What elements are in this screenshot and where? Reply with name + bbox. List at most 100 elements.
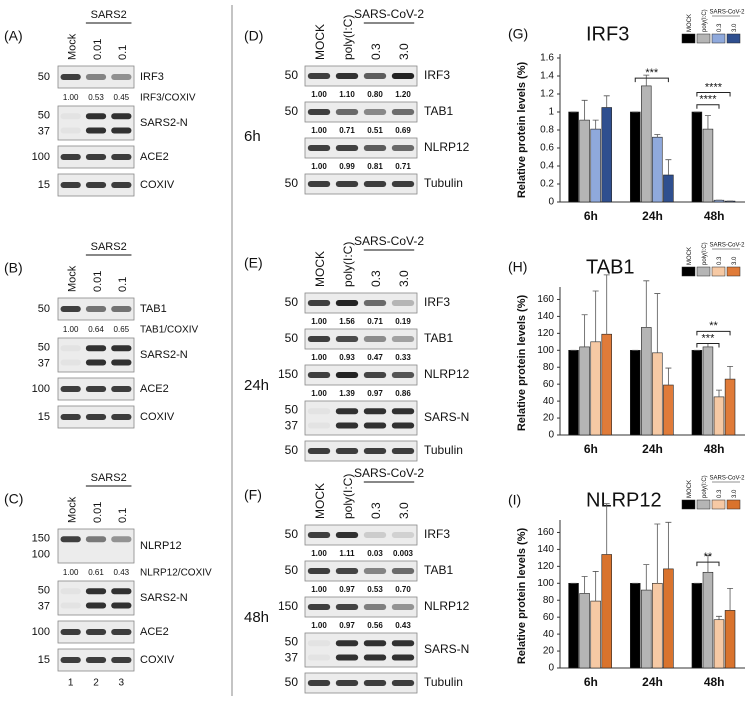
lane-label: 0.01 — [92, 39, 104, 60]
y-tick-label: 20 — [543, 413, 555, 424]
blot-band — [111, 602, 132, 609]
quant-value: 0.97 — [339, 621, 355, 630]
blot-band — [391, 654, 415, 661]
protein-name: TAB1 — [424, 331, 453, 345]
legend-swatch — [711, 33, 726, 44]
size-marker: 50 — [285, 104, 299, 118]
bar — [601, 107, 612, 203]
legend-swatch — [681, 33, 696, 44]
bar — [663, 384, 674, 436]
blot-band — [363, 109, 387, 115]
blot-band — [85, 629, 107, 635]
y-tick-label: 60 — [543, 612, 555, 623]
blot-band — [363, 408, 387, 415]
quant-value: 1.00 — [311, 549, 327, 558]
panel-label: (I) — [508, 492, 521, 508]
y-tick-label: 0 — [548, 663, 554, 674]
blot-strip — [57, 528, 135, 564]
bar — [652, 136, 663, 203]
y-tick-label: 120 — [537, 561, 554, 572]
bar — [641, 327, 652, 436]
blot-strip — [304, 65, 418, 87]
blot-band — [60, 588, 81, 595]
blot-band — [307, 109, 331, 115]
panel-label: (E) — [244, 255, 263, 271]
protein-name: SARS2-N — [140, 592, 188, 604]
significance-label: *** — [645, 67, 659, 79]
blot-band — [363, 73, 387, 79]
blot-strip — [304, 101, 418, 123]
blot-band — [60, 306, 81, 312]
time-label: 24h — [244, 377, 269, 394]
blot-strip — [304, 137, 418, 159]
y-tick-label: 60 — [543, 379, 555, 390]
blot-strip — [304, 400, 418, 436]
bar — [590, 600, 601, 669]
size-marker: 15 — [38, 179, 50, 191]
protein-name: Tubulin — [424, 443, 463, 457]
x-tick-label: 6h — [584, 442, 598, 456]
blot-band — [60, 414, 81, 420]
error-bar — [592, 571, 599, 602]
blot-band — [391, 604, 415, 610]
bar — [641, 85, 652, 203]
blot-band — [391, 640, 415, 647]
panel-label: (F) — [244, 487, 262, 503]
quant-value: 0.86 — [395, 389, 411, 398]
quant-value: 0.33 — [395, 353, 411, 362]
time-label: 48h — [244, 609, 269, 626]
chart-title: NLRP12 — [586, 489, 662, 511]
panel-label: (B) — [4, 260, 23, 276]
legend-label: MOCK — [687, 247, 693, 265]
lane-label: 0.01 — [92, 502, 104, 523]
bar — [652, 582, 663, 669]
panel-label: (A) — [4, 28, 23, 44]
size-marker: 50 — [285, 675, 299, 689]
significance-bracket — [696, 104, 720, 109]
protein-name: NLRP12 — [140, 540, 182, 552]
blot-band — [363, 300, 387, 306]
blot-band — [85, 154, 107, 160]
quant-value: 0.97 — [339, 585, 355, 594]
bar — [568, 111, 579, 203]
size-marker: 100 — [32, 626, 50, 638]
lane-label: 0.1 — [117, 277, 129, 292]
blot-band — [60, 602, 81, 609]
blot-band — [307, 654, 331, 661]
blot-band — [391, 422, 415, 429]
y-tick-label: 160 — [537, 527, 554, 538]
size-marker: 15 — [38, 411, 50, 423]
protein-name: COXIV — [140, 654, 175, 666]
group-label: SARS-CoV-2 — [354, 234, 424, 248]
x-tick-label: 24h — [642, 675, 663, 689]
bar — [568, 349, 579, 436]
quant-value: 0.45 — [114, 93, 130, 102]
blot-band — [85, 359, 107, 366]
lane-label: 0.3 — [369, 43, 383, 60]
size-marker: 50 — [285, 403, 299, 417]
lane-number: 3 — [119, 678, 125, 689]
blot-band — [307, 640, 331, 647]
bar — [629, 582, 641, 669]
protein-name: TAB1 — [424, 104, 453, 118]
blot-band — [363, 604, 387, 610]
error-bar — [592, 290, 599, 342]
y-tick-label: 40 — [543, 396, 555, 407]
blot-band — [111, 629, 132, 635]
blot-strip — [304, 560, 418, 582]
blot-band — [85, 113, 107, 120]
legend-label: 0.3 — [717, 23, 723, 32]
blot-band — [391, 300, 415, 306]
error-bar — [716, 389, 723, 397]
significance-label: ** — [704, 551, 713, 563]
blot-band — [85, 182, 107, 188]
bar — [724, 610, 736, 669]
x-tick-label: 48h — [704, 675, 725, 689]
bar — [579, 346, 590, 436]
error-bar — [665, 521, 672, 569]
quant-value: 0.03 — [367, 549, 383, 558]
group-label: SARS2 — [91, 9, 127, 21]
quant-label: IRF3/COXIV — [140, 93, 196, 104]
blot-strip — [304, 632, 418, 668]
blot-band — [60, 154, 81, 160]
